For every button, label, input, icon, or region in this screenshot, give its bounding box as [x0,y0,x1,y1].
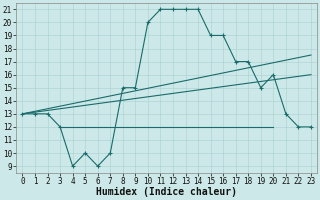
X-axis label: Humidex (Indice chaleur): Humidex (Indice chaleur) [96,187,237,197]
